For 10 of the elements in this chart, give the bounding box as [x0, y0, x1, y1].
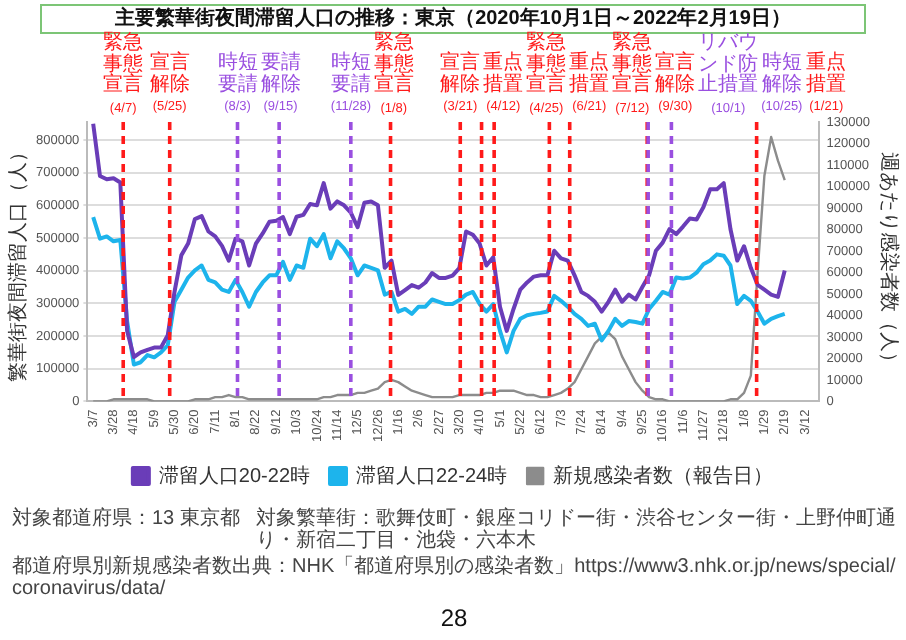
text: 対象繁華街：歌舞伎町・銀座コリドー街・渋谷センター街・上野仲町通り・新宿二丁目・池袋・六本木 [256, 508, 896, 552]
text: 都道府県別新規感染者数出典：NHK「都道府県別の感染者数」https://www3.nhk.or.jp/news/special/coronavirus/data/ [12, 556, 896, 600]
legend-label: 滞留人口20-22時 [158, 463, 310, 488]
legend-label: 滞留人口22-24時 [356, 463, 508, 488]
chart-title: 主要繁華街夜間滞留人口の推移：東京（2020年10月1日～2022年2月19日） [40, 4, 866, 34]
text: 28 [438, 604, 470, 632]
y-axis-title: 繁華街夜間滞留人口（人） [5, 141, 30, 382]
text: 対象都道府県：13 東京都 [12, 508, 242, 530]
y2-axis-title: 週あたり感染者数（人） [876, 151, 901, 372]
legend-label: 新規感染者数（報告日） [553, 463, 774, 488]
